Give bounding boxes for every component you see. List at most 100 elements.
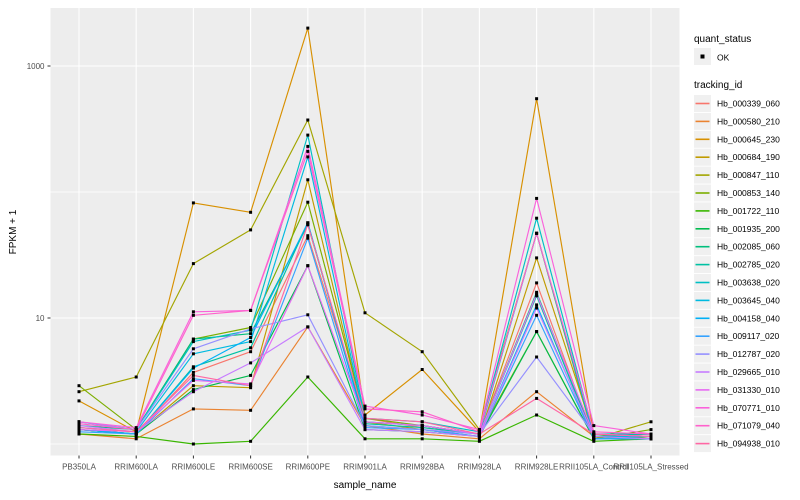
data-point (249, 332, 253, 336)
data-point (77, 424, 81, 428)
data-point (77, 426, 81, 430)
data-point (420, 424, 424, 428)
data-point (249, 384, 253, 388)
data-point (592, 424, 596, 428)
data-point (535, 390, 539, 394)
data-point (191, 378, 195, 382)
legend-series-label: Hb_002785_020 (717, 260, 780, 270)
x-tick-label: RRIM600SE (228, 463, 272, 472)
data-point (306, 313, 310, 317)
data-point (363, 422, 367, 426)
legend-entry-Hb_003645_040: Hb_003645_040 (694, 291, 780, 309)
legend-series-label: Hb_031330_010 (717, 385, 780, 395)
legend-entry-Hb_029665_010: Hb_029665_010 (694, 363, 780, 381)
data-point (191, 384, 195, 388)
data-point (535, 355, 539, 359)
data-point (191, 340, 195, 344)
data-point (363, 420, 367, 424)
data-point (420, 413, 424, 417)
y-axis-title: FPKM + 1 (8, 209, 19, 254)
data-point (592, 434, 596, 438)
data-point (77, 430, 81, 434)
legend-entry-Hb_001722_110: Hb_001722_110 (694, 202, 780, 220)
data-point (420, 420, 424, 424)
data-point (592, 430, 596, 434)
x-axis-title: sample_name (334, 480, 397, 491)
y-tick-label: 10 (36, 314, 45, 323)
legend-ok-label: OK (717, 53, 730, 63)
data-point (649, 432, 653, 436)
data-point (134, 430, 138, 434)
legend-quant-status-title: quant_status (694, 34, 751, 45)
data-point (363, 424, 367, 428)
data-point (535, 281, 539, 285)
data-point (249, 439, 253, 443)
data-point (191, 262, 195, 266)
data-point (535, 294, 539, 298)
data-point (535, 396, 539, 400)
x-tick-label: RRIM600LA (114, 463, 158, 472)
data-point (249, 210, 253, 214)
x-tick-label: RRIM901LA (343, 463, 387, 472)
x-tick-label: RRII105LA_Stressed (613, 463, 688, 472)
data-point (535, 413, 539, 417)
legend-tracking-id-title: tracking_id (694, 80, 742, 91)
data-point (535, 97, 539, 101)
data-point (535, 303, 539, 307)
data-point (306, 234, 310, 238)
legend-entry-Hb_001935_200: Hb_001935_200 (694, 220, 780, 238)
legend-series-label: Hb_001722_110 (717, 206, 780, 216)
data-point (306, 133, 310, 137)
legend-series-label: Hb_004158_040 (717, 313, 780, 323)
data-point (77, 422, 81, 426)
data-point (535, 306, 539, 310)
ok-point-icon (700, 54, 705, 59)
data-point (306, 178, 310, 182)
data-point (363, 404, 367, 408)
data-point (191, 377, 195, 381)
legend-series-label: Hb_000339_060 (717, 99, 780, 109)
data-point (249, 373, 253, 377)
data-point (477, 437, 481, 441)
data-point (306, 264, 310, 268)
data-point (191, 313, 195, 317)
legend-series-label: Hb_012787_020 (717, 349, 780, 359)
data-point (134, 375, 138, 379)
legend-entry-Hb_094938_010: Hb_094938_010 (694, 435, 780, 453)
y-tick-label: 1000 (27, 62, 45, 71)
legend-entry-Hb_071079_040: Hb_071079_040 (694, 417, 780, 435)
legend-series-label: Hb_000645_230 (717, 134, 780, 144)
data-point (77, 432, 81, 436)
data-point (535, 216, 539, 220)
data-point (535, 231, 539, 235)
data-point (363, 437, 367, 441)
data-point (420, 368, 424, 371)
data-point (363, 428, 367, 432)
data-point (191, 407, 195, 411)
data-point (306, 325, 310, 329)
data-point (249, 340, 253, 344)
data-point (134, 428, 138, 432)
data-point (306, 144, 310, 148)
legend-series-label: Hb_000684_190 (717, 152, 780, 162)
data-point (592, 439, 596, 443)
data-point (191, 201, 195, 205)
x-tick-label: RRIM600PE (286, 463, 330, 472)
x-tick-label: RRIM928BA (400, 463, 445, 472)
data-point (249, 228, 253, 232)
x-tick-label: RRII105LA_Control (559, 463, 629, 472)
data-point (249, 327, 253, 331)
legend-series-label: Hb_094938_010 (717, 439, 780, 449)
data-point (191, 347, 195, 351)
data-point (477, 430, 481, 434)
x-tick-label: RRIM600LE (172, 463, 216, 472)
legend-entry-Hb_000645_230: Hb_000645_230 (694, 130, 780, 148)
legend-entry-Hb_000847_110: Hb_000847_110 (694, 166, 780, 184)
x-tick-label: RRIM928LE (515, 463, 559, 472)
data-point (249, 408, 253, 412)
data-point (420, 428, 424, 432)
data-point (191, 390, 195, 394)
legend-entry-Hb_002085_060: Hb_002085_060 (694, 238, 780, 256)
